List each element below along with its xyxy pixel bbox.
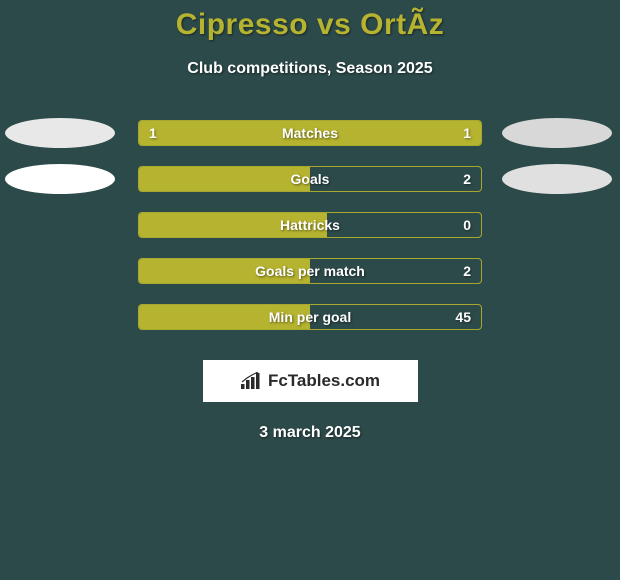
stat-value-right: 2: [463, 171, 471, 187]
stat-value-right: 2: [463, 263, 471, 279]
stat-bar: 1 1 Matches: [138, 120, 482, 146]
stat-label: Min per goal: [269, 309, 351, 325]
brand-text: FcTables.com: [268, 371, 380, 391]
page-title: Cipresso vs OrtÃ­z: [0, 8, 620, 42]
stat-bar: 0 Hattricks: [138, 212, 482, 238]
stat-value-left: 1: [149, 125, 157, 141]
stat-label: Goals per match: [255, 263, 365, 279]
stat-label: Matches: [282, 125, 338, 141]
player-left-marker: [5, 118, 115, 148]
stat-bar: 2 Goals per match: [138, 258, 482, 284]
stat-value-right: 0: [463, 217, 471, 233]
stat-row: 45 Min per goal: [0, 304, 620, 330]
comparison-container: Cipresso vs OrtÃ­z Club competitions, Se…: [0, 0, 620, 442]
brand-box[interactable]: FcTables.com: [203, 360, 418, 402]
stats-area: 1 1 Matches 2 Goals 0 Hattricks 2 Goals per matc…: [0, 120, 620, 330]
player-left-marker: [5, 164, 115, 194]
chart-icon: [240, 372, 262, 390]
stat-row: 0 Hattricks: [0, 212, 620, 238]
stat-row: 2 Goals per match: [0, 258, 620, 284]
date-label: 3 march 2025: [0, 424, 620, 442]
stat-value-right: 1: [463, 125, 471, 141]
stat-label: Hattricks: [280, 217, 340, 233]
bar-fill-left: [139, 167, 310, 191]
stat-bar: 2 Goals: [138, 166, 482, 192]
player-right-marker: [502, 118, 612, 148]
stat-row: 2 Goals: [0, 166, 620, 192]
player-right-marker: [502, 164, 612, 194]
stat-bar: 45 Min per goal: [138, 304, 482, 330]
stat-row: 1 1 Matches: [0, 120, 620, 146]
stat-value-right: 45: [455, 309, 471, 325]
subtitle: Club competitions, Season 2025: [0, 60, 620, 78]
stat-label: Goals: [291, 171, 330, 187]
